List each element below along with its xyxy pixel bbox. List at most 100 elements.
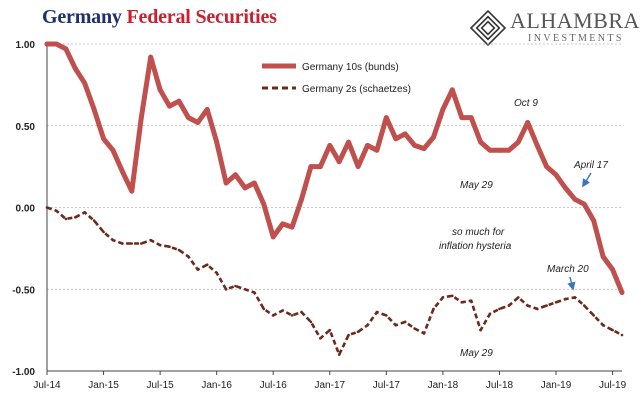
schatz-point [158,243,162,247]
logo-brand-text: ALHAMBRA [510,8,640,33]
schatz-point [243,288,247,291]
bunds-point [336,159,342,165]
title-country: Germany [42,6,122,28]
schatz-point [224,288,228,291]
schatz-point [394,323,398,327]
bunds-point [365,143,370,148]
schatz-point [356,330,360,334]
bunds-point [110,147,116,153]
x-tick-label: Jul-17 [373,380,401,391]
bunds-point [91,107,97,112]
bunds-point [308,164,314,170]
schatz-point [526,304,529,307]
schatz-point [545,304,548,307]
bunds-point [421,146,427,152]
bunds-point [176,98,182,104]
schatz-point [328,328,332,332]
schatz-point [441,296,445,299]
annotation-so-much: so much for [452,227,505,238]
schatz-point [83,211,86,214]
schatz-point [366,323,369,327]
annotations: Oct 9 April 17 May 29 so much for inflat… [439,98,608,359]
x-tick-label: Jul-14 [33,380,61,391]
bunds-point [581,201,587,207]
bunds-point [544,164,549,170]
bunds-point [82,80,88,86]
annotation-may29-bottom: May 29 [460,348,493,359]
x-tick-label: Jan-19 [541,380,572,391]
bunds-point [318,164,323,170]
schatz-point [422,332,426,335]
schatz-point [309,320,313,324]
y-tick-label: -1.00 [12,367,35,378]
x-tick-label: Jul-16 [260,380,288,391]
alhambra-logo: ALHAMBRA INVESTMENTS [466,6,640,50]
bunds-point [72,66,78,71]
x-axis-ticks: Jul-14 Jan-15 Jul-15 Jan-16 Jul-16 Jan-17 Jul-… [33,371,627,391]
annotation-april17: April 17 [573,160,608,171]
bunds-point [129,188,135,194]
schatz-point [205,263,209,267]
logo-sub-text: INVESTMENTS [528,33,624,44]
bunds-point [299,196,304,202]
schatz-point [187,255,190,258]
annotation-oct9: Oct 9 [514,98,538,109]
bunds-point [449,87,455,93]
schatz-point [451,294,454,298]
y-tick-label: -0.50 [12,285,35,296]
bunds-point [252,180,257,186]
bunds-point [148,54,154,60]
schatz-point [168,245,171,248]
bunds-point [383,115,389,120]
bunds-point [44,41,50,47]
schatz-point [460,301,464,304]
schatz-point [337,353,341,356]
bunds-point [327,143,333,148]
bunds-point [374,147,380,153]
bunds-point [431,134,436,140]
bunds-point [346,139,351,145]
schatz-point [620,333,624,337]
bunds-point [497,147,502,153]
schatz-point [403,320,407,324]
schatz-point [290,314,294,317]
schatz-point [564,297,567,301]
annotation-april17-arrow [582,172,592,188]
schatz-point [385,314,388,317]
series-line-schatz [46,206,623,356]
schatz-point [102,230,105,234]
bunds-point [167,103,172,109]
x-tick-label: Jan-15 [88,380,119,391]
x-tick-label: Jul-18 [486,380,514,391]
title-subject: Federal Securities [126,6,277,28]
y-tick-label: 0.00 [16,204,36,215]
x-tick-label: Jul-15 [146,380,174,391]
y-tick-label: 1.00 [16,40,36,51]
x-tick-label: Jan-17 [314,380,345,391]
bunds-point [610,267,615,272]
bunds-point [619,290,625,295]
bunds-point [440,107,446,112]
schatz-point [432,307,435,311]
bunds-point [506,147,512,153]
bunds-point [270,234,276,240]
schatz-point [215,271,218,275]
schatz-point [271,314,275,317]
schatz-point [554,301,558,304]
bunds-point [195,120,201,125]
bunds-point [204,107,210,112]
series-layer [44,41,625,356]
schatz-point [535,307,539,311]
schatz-point [583,304,586,307]
bunds-point [355,164,361,170]
schatz-point [488,312,492,316]
bunds-point [515,139,521,145]
chart-title: Germany Federal Securities [42,6,277,29]
schatz-point [611,328,614,332]
bunds-point [563,185,568,191]
bunds-point [402,131,408,137]
bunds-point [553,172,559,178]
schatz-point [573,296,577,299]
bunds-point [600,254,606,259]
schatz-point [375,310,379,314]
